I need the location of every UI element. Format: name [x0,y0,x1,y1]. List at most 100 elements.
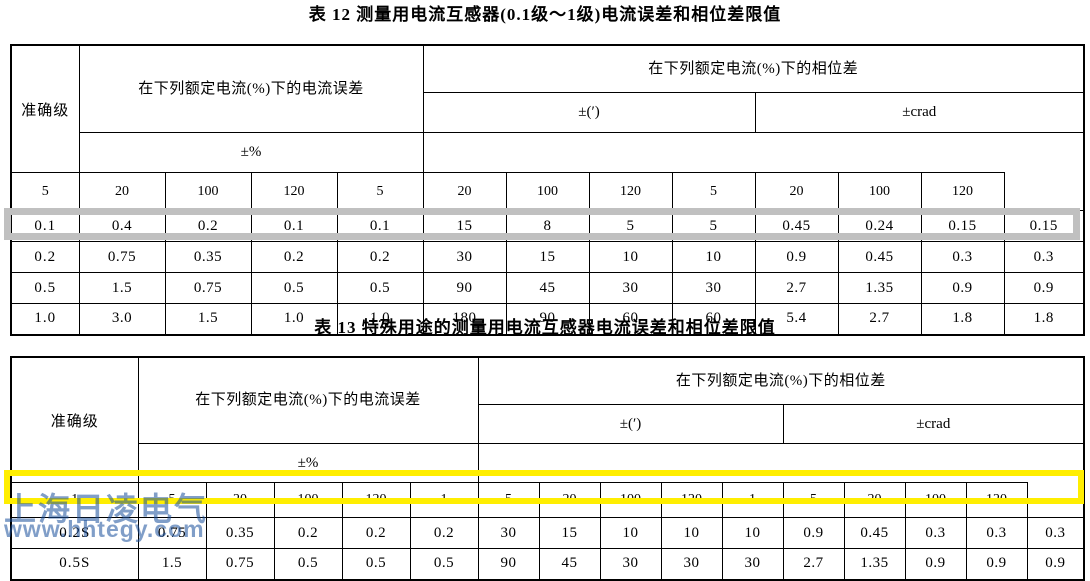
table-row: 0.1 0.4 0.2 0.1 0.1 15 8 5 5 0.45 0.24 0… [10,210,1085,242]
table-13-current-ce-2: 20 [205,482,275,518]
table-12-header-current-row: 5 20 100 120 5 20 100 120 5 20 100 120 [10,172,1084,211]
table-12-current-ce-0: 5 [10,172,80,211]
table-12-cell-1-3: 0.2 [336,241,424,273]
table-12-cell-3-11: 1.8 [1003,303,1085,335]
table-13-row-0-accuracy: 0.2S [10,517,139,549]
table-13-cell-1-13: 0.9 [965,548,1028,580]
table-row: 1.0 3.0 1.5 1.0 1.0 180 90 60 60 5.4 2.7… [10,303,1085,335]
table-12-cell-2-1: 0.75 [164,272,252,304]
table-12-current-crad-3: 120 [920,172,1005,211]
table-12-cell-0-1: 0.2 [164,210,252,242]
table-13-cell-0-8: 10 [660,517,723,549]
table-13-current-min-4: 120 [660,482,723,518]
table-12-cell-0-3: 0.1 [336,210,424,242]
table-12-current-min-1: 20 [422,172,507,211]
table-13-cell-1-5: 90 [477,548,540,580]
table-13-current-crad-2: 20 [843,482,906,518]
table-row: 0.5S 1.5 0.75 0.5 0.5 0.5 90 45 30 30 30… [10,548,1085,580]
table-12-cell-3-0: 3.0 [78,303,166,335]
table-12-unit-crad: ±crad [754,92,1085,133]
table-13-current-ce-3: 100 [273,482,343,518]
table-12-cell-0-8: 0.45 [754,210,839,242]
table-12-cell-1-4: 30 [422,241,507,273]
table-12-cell-0-11: 0.15 [1003,210,1085,242]
table-12: 准确级 在下列额定电流(%)下的电流误差 在下列额定电流(%)下的相位差 ±(′… [10,44,1085,336]
table-12-cell-1-8: 0.9 [754,241,839,273]
table-12-cell-3-8: 5.4 [754,303,839,335]
table-12-cell-1-9: 0.45 [837,241,922,273]
table-13-cell-0-7: 10 [599,517,662,549]
table-12-cell-0-9: 0.24 [837,210,922,242]
table-13-cell-1-9: 30 [721,548,784,580]
table-12-row-1-accuracy: 0.2 [10,241,80,273]
table-12-cell-2-9: 1.35 [837,272,922,304]
table-12-cell-3-6: 60 [588,303,673,335]
table-12-cell-2-6: 30 [588,272,673,304]
table-13-cell-1-8: 30 [660,548,723,580]
table-row: 0.2 0.75 0.35 0.2 0.2 30 15 10 10 0.9 0.… [10,241,1085,273]
table-12-unit-minutes: ±(′) [422,92,756,133]
table-13-accuracy-header: 准确级 [10,356,139,483]
table-13-header-current-row: 1 5 20 100 120 1 5 20 100 120 1 5 20 100… [10,482,1084,518]
table-12-cell-1-0: 0.75 [78,241,166,273]
table-13-current-crad-4: 120 [965,482,1028,518]
table-13-cell-0-10: 0.9 [782,517,845,549]
table-13-cell-0-12: 0.3 [904,517,967,549]
table-12-cell-3-7: 60 [671,303,756,335]
document-page: 表 12 测量用电流互感器(0.1级～1级)电流误差和相位差限值 准确级 在下列… [4,5,1086,581]
table-12-cell-1-2: 0.2 [250,241,338,273]
table-13-cell-0-0: 0.75 [137,517,207,549]
table-12-accuracy-header: 准确级 [10,44,80,173]
table-13: 准确级 在下列额定电流(%)下的电流误差 在下列额定电流(%)下的相位差 ±(′… [10,356,1086,581]
table-12-cell-1-11: 0.3 [1003,241,1085,273]
table-12-cell-2-5: 45 [505,272,590,304]
table-13-current-ce-0: 1 [10,482,139,518]
table-12-cell-0-4: 15 [422,210,507,242]
table-13-cell-0-6: 15 [538,517,601,549]
table-12-cell-1-10: 0.3 [920,241,1005,273]
table-12-cell-1-7: 10 [671,241,756,273]
table-12-cell-3-3: 1.0 [336,303,424,335]
table-12-current-ce-1: 20 [78,172,166,211]
table-13-current-crad-3: 100 [904,482,967,518]
table-12-unit-spacer [422,132,1085,173]
table-13-cell-1-10: 2.7 [782,548,845,580]
table-row: 0.5 1.5 0.75 0.5 0.5 90 45 30 30 2.7 1.3… [10,272,1085,304]
table-12-cell-2-0: 1.5 [78,272,166,304]
table-13-cell-1-0: 1.5 [137,548,207,580]
table-12-cell-0-10: 0.15 [920,210,1005,242]
table-13-header-unit-row-percent: ±% [11,443,1085,483]
table-12-cell-0-7: 5 [671,210,756,242]
table-13-cell-1-12: 0.9 [904,548,967,580]
table-12-cell-1-1: 0.35 [164,241,252,273]
table-row: 0.2S 0.75 0.35 0.2 0.2 0.2 30 15 10 10 1… [10,517,1085,549]
table-12-header-unit-row: ±(′) ±crad [11,92,1085,133]
table-12-cell-2-11: 0.9 [1003,272,1085,304]
table-12-cell-0-5: 8 [505,210,590,242]
table-12-cell-1-6: 10 [588,241,673,273]
table-13-cell-1-2: 0.5 [273,548,343,580]
table-12-header-group-row: 准确级 在下列额定电流(%)下的电流误差 在下列额定电流(%)下的相位差 [10,44,1085,173]
table-13-unit-crad: ±crad [782,404,1085,444]
table-13-cell-0-13: 0.3 [965,517,1028,549]
table-12-current-crad-1: 20 [754,172,839,211]
table-12-cell-3-4: 180 [422,303,507,335]
table-13-header-group-row: 准确级 在下列额定电流(%)下的电流误差 在下列额定电流(%)下的相位差 [10,356,1085,483]
table-12-current-ce-2: 100 [164,172,252,211]
table-13-cell-0-14: 0.3 [1026,517,1085,549]
table-13-cell-1-4: 0.5 [409,548,479,580]
table-13-cell-0-2: 0.2 [273,517,343,549]
table-13-current-min-0: 1 [409,482,479,518]
table-13-cell-0-4: 0.2 [409,517,479,549]
table-12-cell-1-5: 15 [505,241,590,273]
table-13-unit-minutes: ±(′) [477,404,784,444]
table-13-current-error-group-header: 在下列额定电流(%)下的电流误差 [137,356,479,444]
table-12-cell-2-7: 30 [671,272,756,304]
table-13-cell-0-3: 0.2 [341,517,411,549]
table-12-cell-2-10: 0.9 [920,272,1005,304]
table-12-cell-2-4: 90 [422,272,507,304]
table-13-current-ce-4: 120 [341,482,411,518]
table-13-cell-0-1: 0.35 [205,517,275,549]
table-13-cell-1-6: 45 [538,548,601,580]
table-13-current-crad-1: 5 [782,482,845,518]
